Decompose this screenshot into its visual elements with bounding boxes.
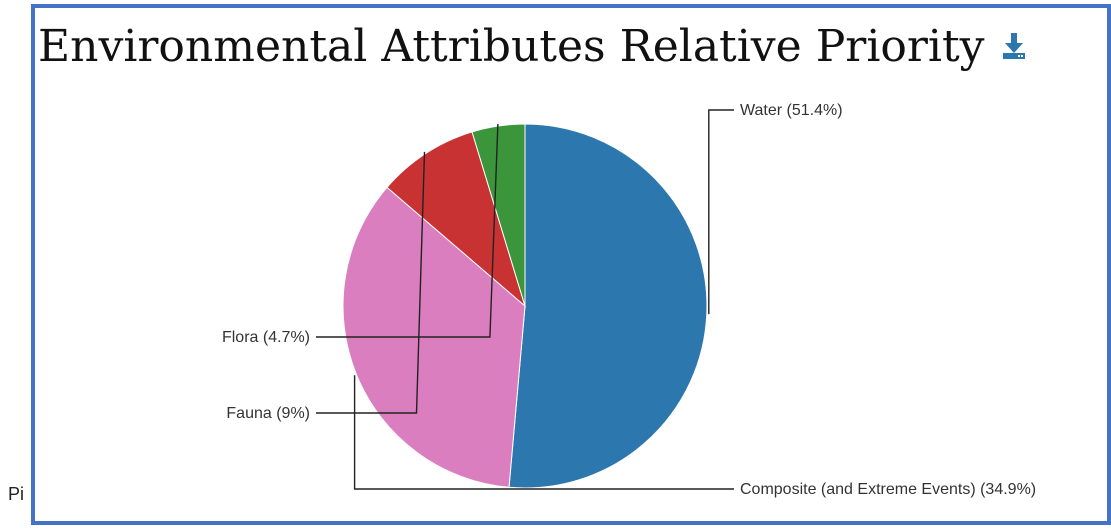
slice-leader-line	[316, 123, 499, 338]
title-row: Environmental Attributes Relative Priori…	[38, 14, 1027, 78]
pie-slice[interactable]	[386, 131, 526, 308]
slice-leader-line	[708, 109, 734, 315]
download-button[interactable]	[1001, 31, 1027, 61]
slice-leader-line	[316, 151, 426, 414]
chart-title: Environmental Attributes Relative Priori…	[38, 20, 985, 72]
slice-label: Flora (4.7%)	[222, 329, 310, 346]
page-footer-fragment: Pi	[8, 484, 25, 504]
slice-label: Composite (and Extreme Events) (34.9%)	[740, 481, 1036, 498]
slice-label: Fauna (9%)	[226, 405, 310, 422]
download-icon	[1002, 33, 1025, 59]
pie-slice[interactable]	[508, 123, 708, 489]
slice-label: Water (51.4%)	[740, 102, 843, 119]
